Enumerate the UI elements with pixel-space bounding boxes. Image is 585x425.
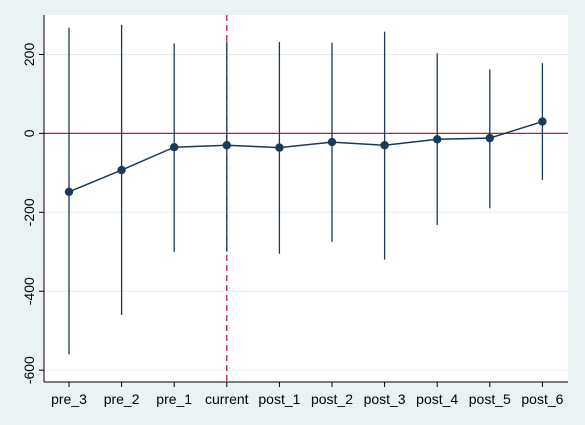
data-point-pre_2 (117, 165, 126, 175)
x-tick-label-pre_1: pre_1 (156, 391, 192, 407)
y-tick-label-200: 200 (21, 43, 37, 67)
x-tick-label-post_5: post_5 (469, 391, 511, 407)
x-tick-label-post_3: post_3 (364, 391, 406, 407)
y-tick-label--400: -400 (21, 277, 37, 305)
series-line (68, 120, 543, 193)
x-tick-label-pre_3: pre_3 (51, 391, 87, 407)
data-point-post_3 (380, 141, 389, 150)
data-point-current (222, 141, 231, 150)
x-tick-label-pre_2: pre_2 (104, 391, 140, 407)
x-tick-label-post_1: post_1 (258, 391, 300, 407)
x-tick-label-post_2: post_2 (311, 391, 353, 407)
data-points (64, 117, 547, 196)
data-point-pre_3 (64, 187, 74, 196)
x-tick-label-post_4: post_4 (416, 391, 458, 407)
data-point-post_2 (327, 137, 337, 147)
data-point-pre_1 (170, 142, 179, 152)
data-point-post_1 (275, 143, 284, 152)
data-point-post_4 (433, 135, 442, 144)
y-tick-label--600: -600 (21, 356, 37, 384)
x-tick-label-current: current (205, 391, 249, 407)
estimate-line (68, 120, 543, 193)
y-tick-label--200: -200 (21, 198, 37, 226)
data-point-post_6 (538, 117, 547, 126)
plot-area (44, 15, 568, 382)
y-tick-label-0: 0 (21, 129, 37, 137)
data-point-post_5 (485, 133, 494, 143)
axes: 200 0 -200 -400 -600 pre_3 pre_2 pre_1 current po… (21, 15, 568, 407)
x-tick-label-post_6: post_6 (521, 391, 563, 407)
